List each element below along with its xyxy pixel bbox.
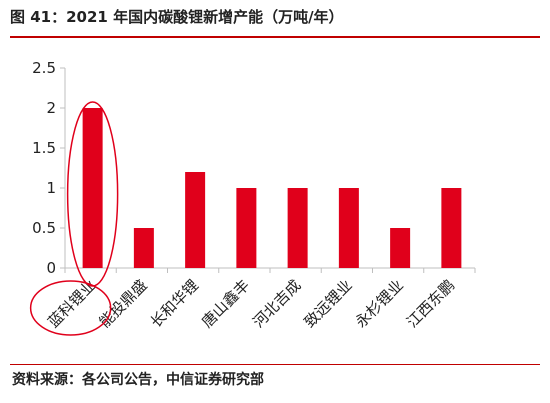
bar-8: [441, 188, 462, 268]
y-tick-label: 2.5: [32, 59, 56, 77]
x-category-label: 长和华锂: [147, 276, 202, 331]
y-tick-label: 2: [46, 99, 56, 117]
highlight-annotations: [29, 101, 119, 336]
x-category-label: 致远锂业: [301, 276, 356, 331]
bar-4: [236, 188, 257, 268]
bar-5: [287, 188, 308, 268]
bar-series: [82, 108, 462, 268]
title-divider: [10, 36, 540, 38]
source-note: 资料来源：各公司公告，中信证券研究部: [12, 372, 264, 388]
x-category-label: 江西东鹏: [403, 276, 458, 331]
y-tick-label: 0.5: [32, 219, 56, 237]
bar-3: [185, 172, 206, 268]
source-divider: [10, 364, 540, 365]
bar-6: [338, 188, 359, 268]
x-category-label: 永杉锂业: [352, 276, 407, 331]
bar-1: [82, 108, 103, 268]
y-tick-label: 1: [46, 179, 56, 197]
x-category-label: 唐山鑫丰: [198, 276, 253, 331]
x-category-label: 河北吉成: [249, 276, 304, 331]
chart-title: 图 41：2021 年国内碳酸锂新增产能（万吨/年）: [10, 8, 344, 26]
chart-axes: [64, 68, 476, 273]
y-tick-label: 1.5: [32, 139, 56, 157]
highlight-ellipse-label: [29, 280, 112, 336]
y-axis-ticks: 0 0.5 1 1.5 2 2.5: [32, 59, 65, 277]
bar-7: [390, 228, 411, 268]
bar-2: [133, 228, 154, 268]
y-tick-label: 0: [46, 259, 56, 277]
